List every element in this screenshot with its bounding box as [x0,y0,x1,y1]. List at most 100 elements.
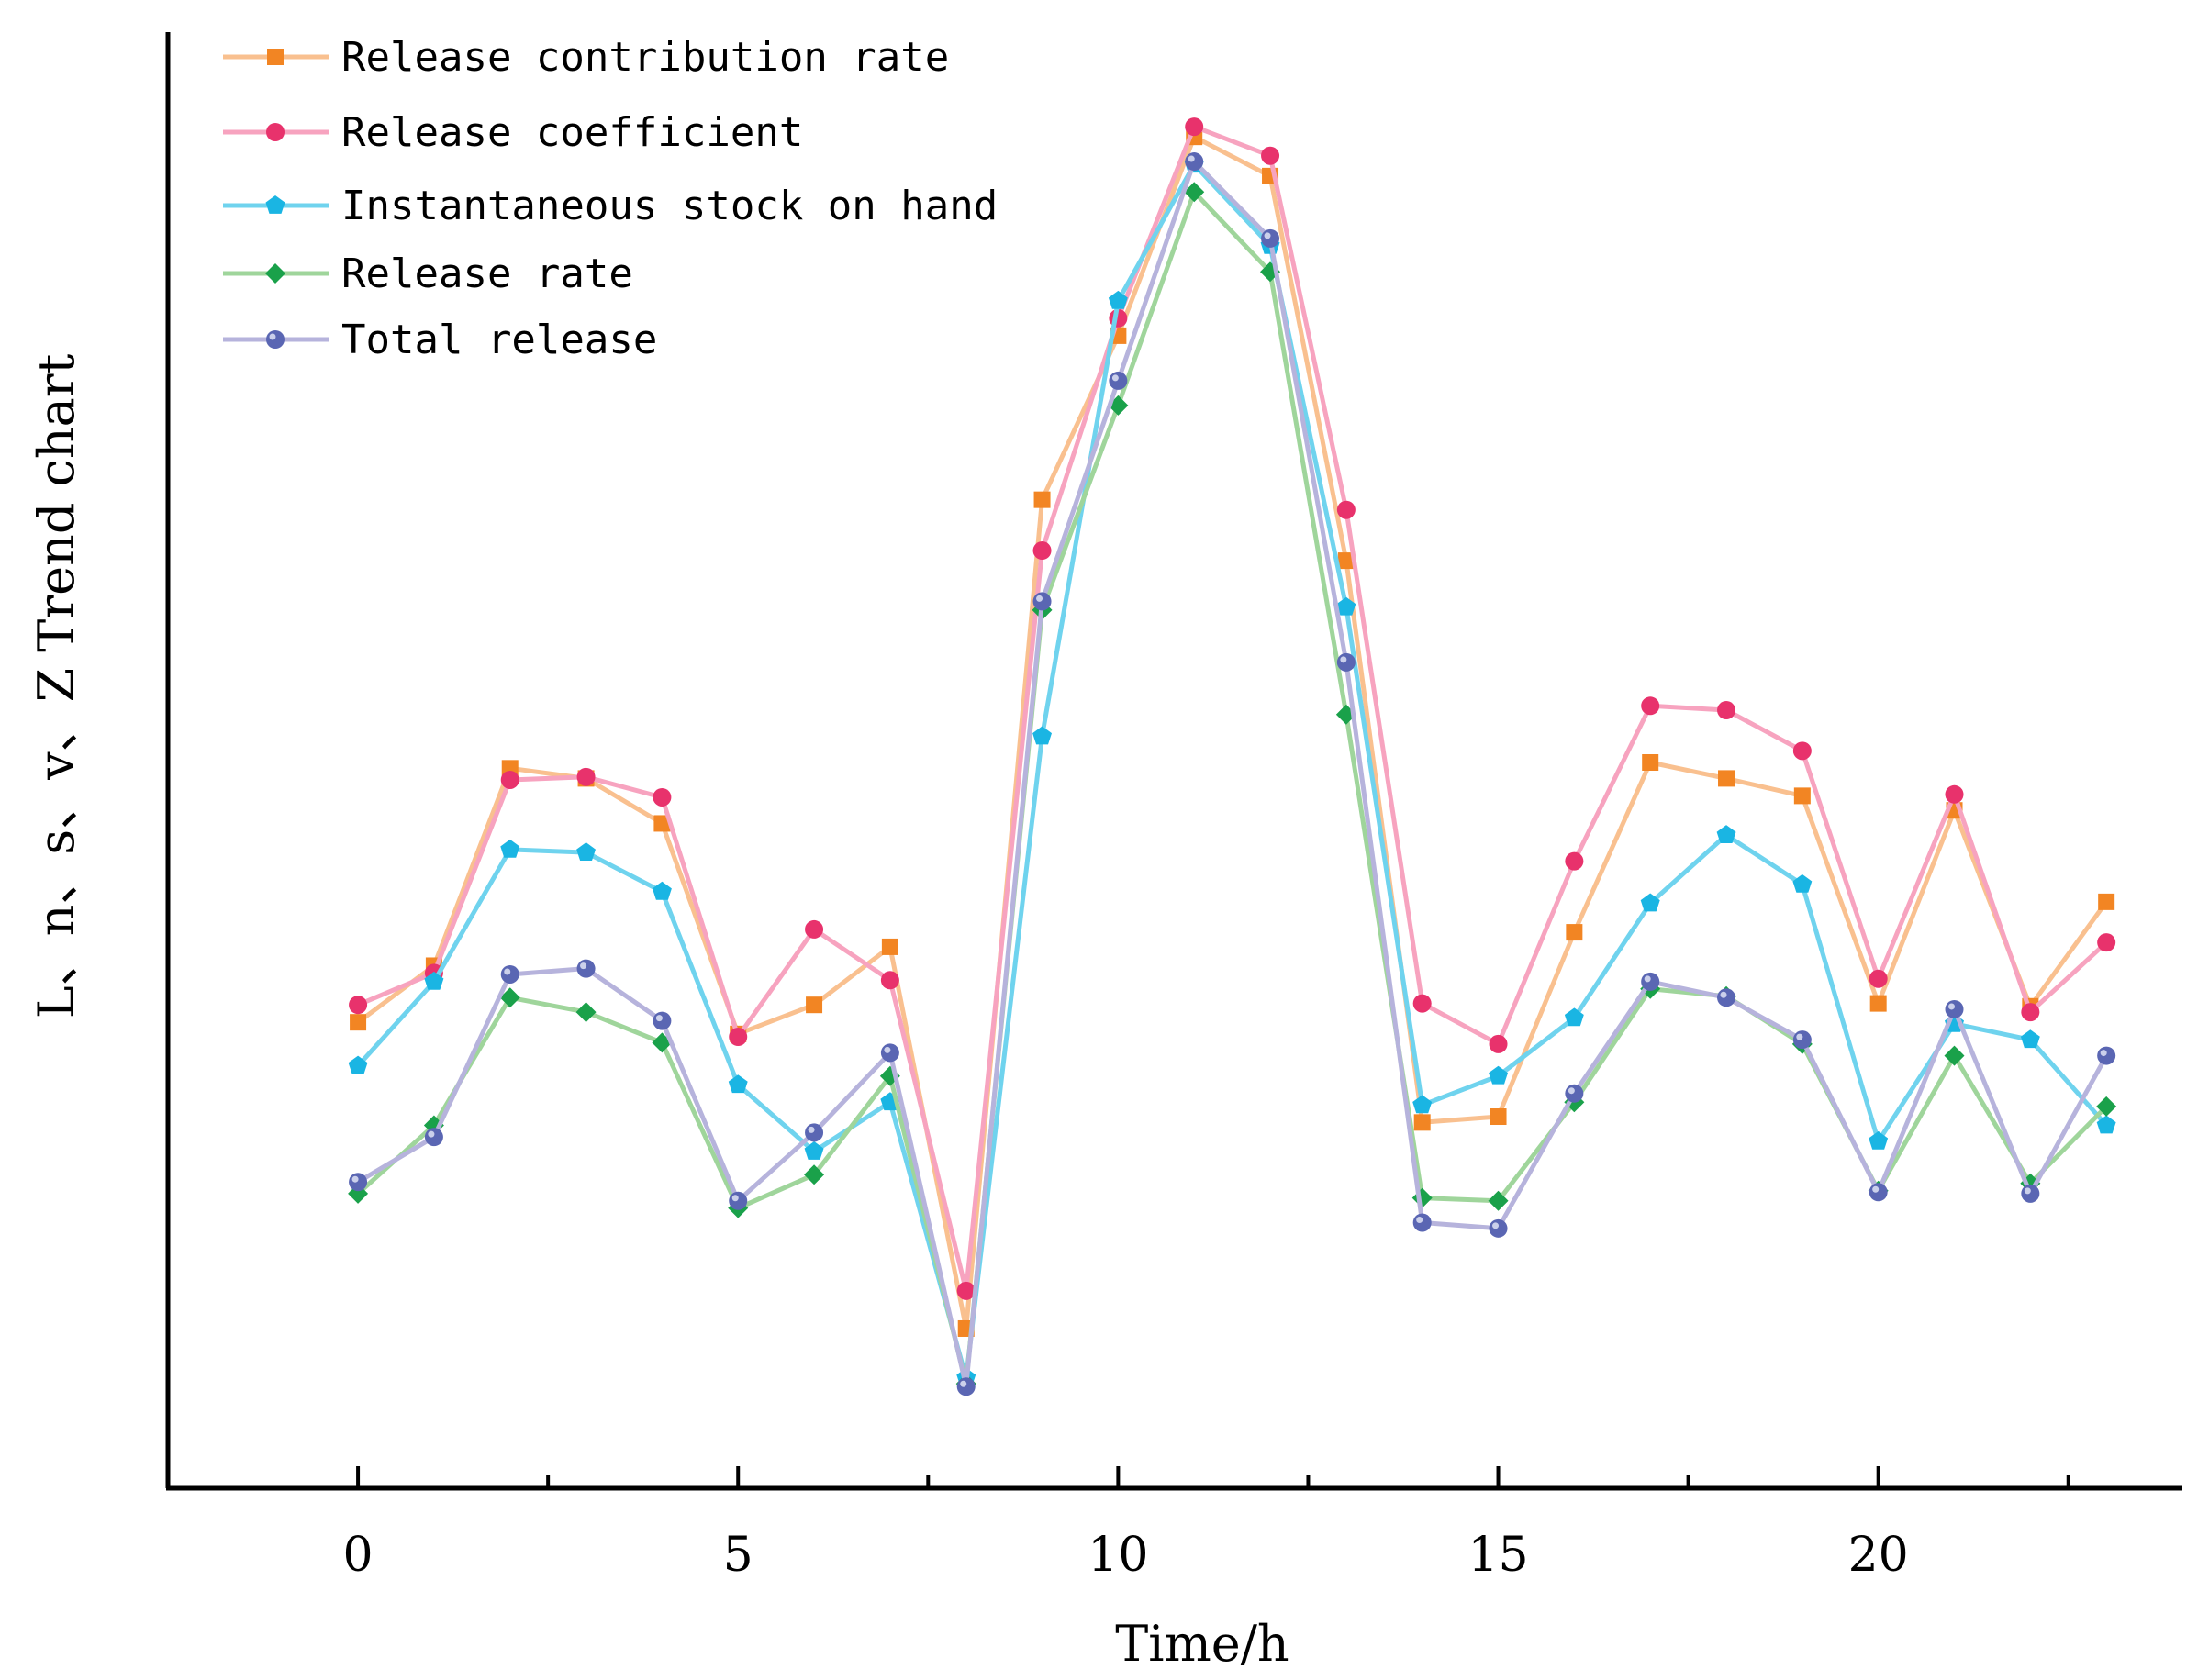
data-point [500,839,520,858]
legend-label: Total release [341,317,657,363]
data-point [804,1164,825,1185]
data-point [1565,851,1584,871]
data-point [1489,1065,1508,1085]
marker-highlight [1416,1216,1423,1223]
data-point [1261,228,1280,248]
legend-item-3: Instantaneous stock on hand [223,183,998,229]
data-point [1792,873,1813,893]
marker-highlight [1872,1185,1880,1193]
marker-body [266,330,285,349]
data-point [576,842,596,861]
data-point [880,971,899,990]
marker-highlight [1111,374,1119,382]
data-point [1716,825,1736,843]
data-point [1184,182,1205,203]
marker-body [805,1123,824,1142]
marker-body [2097,1046,2116,1065]
data-point [1944,1045,1965,1066]
data-point [1032,592,1052,611]
legend-marker [266,330,285,349]
marker-highlight [1948,1003,1956,1010]
marker-highlight [884,1046,891,1053]
data-point [1792,1030,1812,1050]
legend-label: Release coefficient [341,109,803,156]
marker-highlight [960,1380,967,1387]
data-point [1108,290,1128,309]
marker-body [1261,228,1280,248]
data-point [880,1043,899,1063]
data-point [1412,1213,1432,1232]
data-point [1488,1190,1509,1211]
data-point [1869,969,1888,988]
marker-highlight [1188,155,1195,162]
data-point [1945,784,1964,804]
data-point [500,770,519,789]
data-point [2021,1184,2040,1203]
data-point [1185,117,1204,137]
marker-body [1945,999,1964,1018]
data-point [1412,1095,1433,1114]
series-line [356,161,2109,1381]
marker-highlight [1796,1033,1803,1040]
data-point [349,1173,368,1192]
data-point [653,815,671,832]
x-axis-title: Time/h [1115,1615,1289,1673]
marker-body [880,1043,899,1063]
data-point [1869,1183,1888,1202]
data-point [1032,541,1052,561]
marker-highlight [731,1195,739,1202]
legend-item-5: Total release [223,317,657,363]
data-point [424,971,444,990]
legend-item-1: Release contribution rate [223,34,949,81]
marker-body [349,1173,368,1192]
series-5 [349,152,2116,1396]
marker-highlight [2100,1050,2107,1057]
data-point [1565,1084,1584,1103]
data-point [500,964,519,984]
data-point [1566,924,1583,941]
series-line [357,124,2108,1294]
x-tick-label: 0 [343,1528,374,1583]
legend: Release contribution rate Release coeffic… [223,34,998,363]
data-point [1642,754,1659,771]
series-3 [348,154,2116,1386]
data-point [1337,552,1355,570]
marker-highlight [1340,656,1347,663]
series-1 [350,128,2115,1337]
data-point [1717,701,1736,720]
marker-highlight [1568,1087,1575,1095]
marker-highlight [655,1015,663,1022]
data-point [1032,726,1052,745]
data-point [2020,1029,2040,1049]
marker-highlight [1492,1222,1500,1229]
data-point [1033,491,1051,508]
marker-highlight [808,1126,815,1133]
x-tick-label: 10 [1088,1528,1148,1583]
data-point [2097,933,2116,952]
data-point [349,996,368,1015]
marker-highlight [269,333,276,340]
marker-body [653,1011,672,1030]
marker-highlight [1644,975,1651,983]
marker-body [1185,152,1204,172]
data-point [1641,696,1660,716]
data-point [1336,652,1356,672]
data-point [652,881,672,900]
data-point [1336,500,1356,519]
data-point [348,1055,368,1074]
data-point [1336,596,1356,616]
marker-highlight [1036,595,1043,602]
x-tick-label: 15 [1467,1528,1528,1583]
data-point [1793,787,1811,805]
data-point [805,1123,824,1142]
marker-highlight [1264,232,1271,239]
data-point [653,1011,672,1030]
series-line [356,159,2109,1389]
marker-highlight [504,968,511,975]
data-point [576,959,596,978]
legend-marker [265,263,285,284]
data-point [499,987,520,1008]
data-point [2096,1096,2117,1117]
data-point [804,1141,824,1160]
